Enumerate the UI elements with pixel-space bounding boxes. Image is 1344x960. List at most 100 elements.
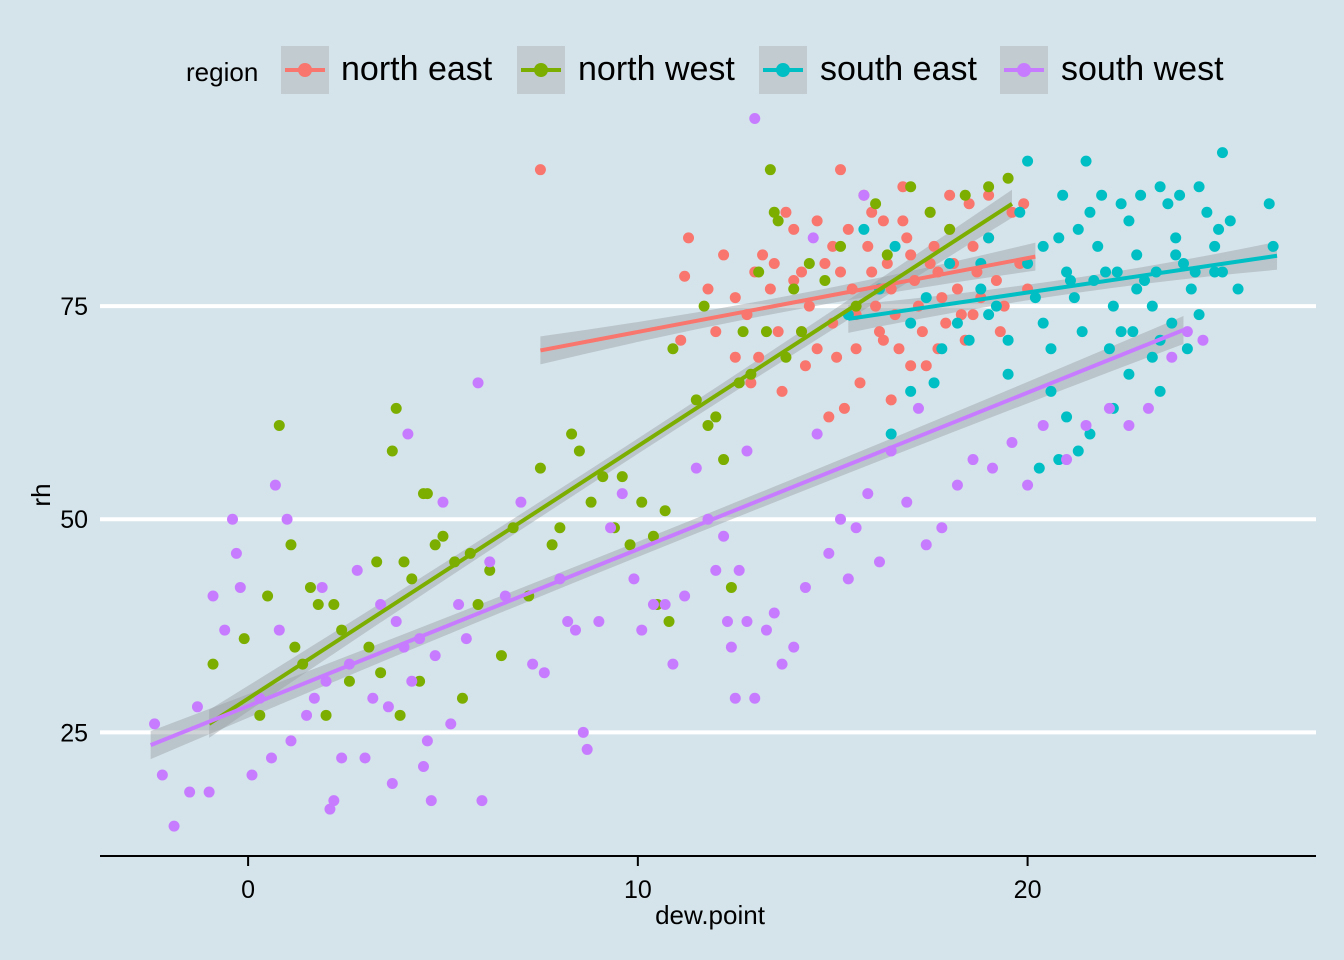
data-point — [983, 189, 995, 201]
data-point — [219, 624, 231, 636]
y-tick-label: 25 — [60, 719, 88, 747]
data-point — [1053, 454, 1065, 466]
data-point — [850, 522, 862, 534]
data-point — [772, 215, 784, 227]
data-point — [990, 300, 1002, 312]
data-point — [967, 454, 979, 466]
data-point — [1154, 181, 1166, 193]
data-point — [375, 598, 387, 610]
data-point — [710, 326, 722, 338]
data-point — [453, 598, 465, 610]
data-point — [527, 658, 539, 670]
data-point — [788, 283, 800, 295]
data-point — [928, 240, 940, 252]
legend-key-south-east — [759, 46, 807, 94]
data-point — [569, 624, 581, 636]
data-point — [659, 505, 671, 517]
data-point — [1123, 215, 1135, 227]
x-tick-label: 20 — [1014, 876, 1042, 904]
legend: region north east north west south east … — [0, 40, 1344, 100]
data-point — [605, 522, 617, 534]
data-point — [1232, 283, 1244, 295]
data-point — [737, 326, 749, 338]
data-point — [1201, 206, 1213, 218]
data-point — [254, 709, 266, 721]
data-point — [944, 257, 956, 269]
data-point — [1061, 266, 1073, 278]
data-point — [1100, 266, 1112, 278]
data-point — [710, 564, 722, 576]
data-point — [546, 539, 558, 551]
data-point — [866, 206, 878, 218]
data-point — [659, 598, 671, 610]
data-point — [835, 266, 847, 278]
data-point — [842, 223, 854, 235]
data-point — [371, 556, 383, 568]
data-point — [577, 726, 589, 738]
data-point — [203, 786, 215, 798]
trend-line — [540, 254, 1036, 353]
data-point — [425, 795, 437, 807]
data-point — [1006, 437, 1018, 449]
data-point — [566, 428, 578, 440]
legend-key-north-east — [281, 46, 329, 94]
data-point — [1174, 189, 1186, 201]
data-point — [796, 266, 808, 278]
data-point — [729, 292, 741, 304]
data-point — [920, 360, 932, 372]
data-point — [901, 496, 913, 508]
data-point — [768, 257, 780, 269]
data-point — [905, 317, 917, 329]
data-point — [269, 479, 281, 491]
data-point — [1123, 368, 1135, 380]
data-point — [955, 309, 967, 321]
data-point — [484, 564, 496, 576]
data-point — [858, 189, 870, 201]
data-point — [920, 292, 932, 304]
trend-line — [208, 202, 1014, 726]
legend-key-dot — [534, 63, 548, 77]
data-point — [1068, 292, 1080, 304]
data-point — [944, 223, 956, 235]
data-point — [768, 607, 780, 619]
data-point — [823, 411, 835, 423]
data-point — [998, 300, 1010, 312]
data-point — [788, 223, 800, 235]
data-point — [679, 590, 691, 602]
data-point — [386, 778, 398, 790]
data-point — [1061, 454, 1073, 466]
data-point — [889, 240, 901, 252]
data-point — [1092, 240, 1104, 252]
data-point — [437, 530, 449, 542]
data-point — [1064, 275, 1076, 287]
data-point — [799, 581, 811, 593]
data-point — [741, 616, 753, 628]
data-point — [663, 616, 675, 628]
data-point — [835, 513, 847, 525]
data-point — [1170, 232, 1182, 244]
data-point — [683, 232, 695, 244]
data-point — [207, 658, 219, 670]
data-point — [1072, 223, 1084, 235]
legend-key-dot — [1017, 63, 1031, 77]
data-point — [1170, 249, 1182, 261]
data-point — [916, 326, 928, 338]
data-point — [320, 709, 332, 721]
data-point — [807, 232, 819, 244]
data-point — [1115, 198, 1127, 210]
data-point — [710, 411, 722, 423]
data-point — [725, 581, 737, 593]
data-point — [363, 641, 375, 653]
data-point — [753, 351, 765, 363]
data-point — [835, 240, 847, 252]
legend-title: region — [186, 57, 259, 87]
data-point — [702, 419, 714, 431]
data-point — [1096, 189, 1108, 201]
data-point — [499, 590, 511, 602]
data-point — [1185, 283, 1197, 295]
data-point — [593, 616, 605, 628]
legend-key-south-west — [1000, 46, 1048, 94]
data-point — [835, 164, 847, 176]
data-point — [905, 360, 917, 372]
data-point — [1213, 223, 1225, 235]
